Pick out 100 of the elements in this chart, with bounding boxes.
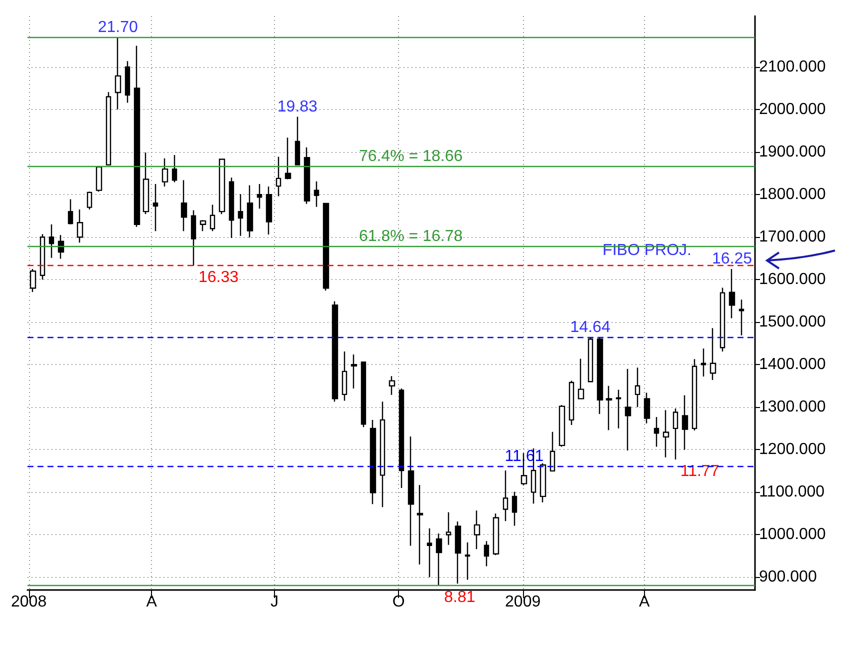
annotation: 8.81 (444, 588, 476, 606)
candlestick (436, 532, 442, 586)
candlestick (114, 36, 122, 110)
candlestick (644, 392, 650, 424)
y-tick-label: 1800.000 (759, 186, 826, 204)
candlestick (134, 45, 140, 228)
annotation: 76.4% = 18.66 (358, 148, 463, 166)
candlestick (142, 152, 150, 215)
candlestick (342, 350, 348, 402)
candlestick (474, 510, 480, 550)
candlestick (408, 436, 414, 546)
candlestick (624, 368, 632, 452)
y-tick-label: 2100.000 (759, 58, 826, 76)
candlestick (266, 186, 272, 236)
x-tick-label: 2008 (11, 594, 47, 610)
candlestick (332, 300, 338, 402)
x-tick-label: 2009 (505, 594, 541, 610)
y-tick-label: 900.000 (759, 568, 817, 586)
candlestick (370, 419, 376, 505)
candlestick (558, 404, 566, 448)
candlestick (284, 137, 292, 180)
candlestick (634, 367, 640, 408)
candlestick (124, 60, 130, 104)
y-tick-label: 1500.000 (759, 314, 826, 331)
annotation: 61.8% = 16.78 (358, 228, 463, 245)
candlestick (68, 198, 74, 225)
candlestick (276, 156, 282, 197)
candlestick (172, 154, 178, 183)
candlestick (246, 184, 254, 238)
candlestick (692, 358, 698, 432)
y-tick-label: 1700.000 (759, 228, 826, 246)
annotation: 14.64 (570, 318, 610, 336)
candlestick (106, 92, 112, 166)
annotation: 19.83 (277, 98, 318, 116)
candlestick (568, 380, 574, 426)
candlestick (40, 234, 46, 280)
annotation: 21.70 (98, 18, 138, 36)
candlestick (238, 194, 244, 236)
candlestick (388, 376, 396, 396)
annotation: 16.25 (712, 250, 752, 268)
y-tick-label: 1200.000 (759, 441, 826, 458)
candlestick (446, 512, 452, 546)
candlestick (180, 180, 188, 232)
candlestick (512, 491, 518, 526)
candlestick (76, 208, 84, 244)
candlestick (398, 388, 404, 489)
y-tick-label: 1400.000 (759, 356, 826, 374)
x-tick-label: O (392, 594, 405, 610)
candlestick (662, 410, 670, 458)
candlestick (30, 268, 36, 293)
y-tick-label: 1300.000 (759, 398, 826, 416)
candlestick (58, 234, 64, 260)
candlestick (360, 362, 366, 428)
candlestick (464, 542, 470, 580)
candlestick (304, 146, 310, 205)
candlestick (256, 183, 262, 210)
candlestick (672, 408, 678, 460)
candlestick (682, 394, 688, 450)
candlestick (738, 299, 744, 336)
y-tick-label: 1900.000 (759, 144, 826, 161)
y-tick-label: 1600.000 (759, 271, 826, 288)
candlestick (492, 512, 500, 556)
candlestick (654, 416, 660, 448)
candlestick (606, 385, 612, 431)
candlestick (502, 470, 508, 522)
candlestick (152, 183, 158, 232)
candlestick (294, 116, 300, 166)
candlestick (96, 166, 102, 192)
candlestick (720, 287, 726, 352)
candlestick (588, 336, 594, 382)
candlestick (416, 484, 424, 566)
candlestick (48, 224, 54, 259)
candlestick (314, 180, 320, 208)
candlestick (162, 158, 168, 188)
candlestick (200, 219, 206, 232)
candlestick (426, 528, 432, 578)
candlestick (322, 202, 330, 292)
annotation: 16.33 (198, 269, 239, 286)
candlestick (86, 191, 92, 210)
candlestick (454, 520, 462, 584)
candlestick (540, 462, 546, 504)
candlestick (728, 268, 736, 319)
candlestick (228, 176, 234, 239)
candlestick (700, 348, 706, 378)
y-tick-label: 2000.000 (759, 101, 826, 118)
x-tick-label: J (270, 594, 278, 610)
y-tick-label: 1000.000 (759, 526, 826, 544)
candlestick (550, 431, 556, 472)
candlestick (218, 158, 226, 215)
candlestick (616, 389, 622, 430)
candlestick (596, 336, 604, 415)
candlestick (578, 358, 584, 400)
candlestick (210, 204, 216, 232)
candlestick (190, 210, 196, 266)
candlestick (380, 401, 386, 508)
candlestick (350, 354, 358, 390)
y-tick-label: 1100.000 (759, 484, 825, 501)
x-tick-label: A (146, 594, 158, 610)
candlestick (484, 540, 490, 567)
candlestick (710, 327, 716, 381)
